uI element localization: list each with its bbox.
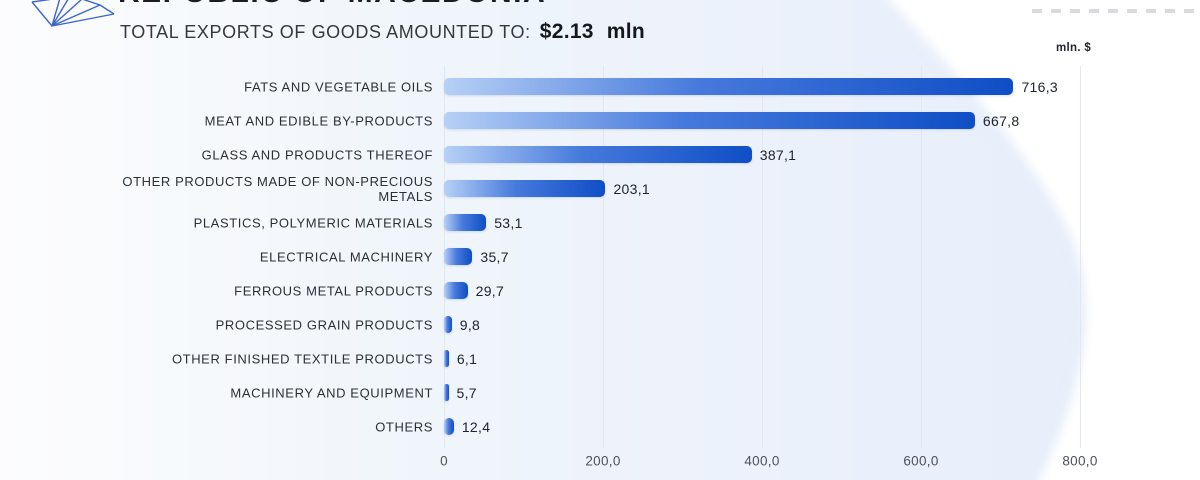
total-exports-value: $2.13 (539, 20, 594, 43)
category-label: OTHERS (375, 419, 433, 434)
page-title: REPUBLIC OF MACEDONIA (118, 0, 546, 10)
category-label: OTHER FINISHED TEXTILE PRODUCTS (171, 351, 433, 366)
total-exports-unit: mln (606, 20, 646, 43)
bar (444, 384, 449, 401)
bar (444, 78, 1014, 95)
bar (444, 180, 606, 197)
category-label: GLASS AND PRODUCTS THEREOF (201, 147, 433, 162)
gridline (762, 66, 763, 448)
value-label: 667,8 (982, 112, 1020, 129)
category-label: ELECTRICAL MACHINERY (259, 249, 433, 264)
bar (444, 112, 975, 129)
value-label: 387,1 (759, 146, 797, 163)
bar (444, 350, 449, 367)
subtitle: TOTAL EXPORTS OF GOODS AMOUNTED TO: $2.1… (120, 20, 645, 44)
category-label: PLASTICS, POLYMERIC MATERIALS (193, 215, 433, 230)
gridline (1080, 66, 1081, 448)
value-label: 716,3 (1021, 78, 1058, 95)
category-label: MACHINERY AND EQUIPMENT (230, 385, 433, 400)
value-label: 6,1 (456, 350, 478, 367)
bar (444, 248, 473, 265)
bar (444, 214, 487, 231)
value-label: 203,1 (613, 180, 650, 197)
axis-unit-label: mln. $ (1056, 42, 1092, 54)
category-label: FERROUS METAL PRODUCTS (234, 283, 433, 298)
value-label: 5,7 (456, 384, 477, 401)
subtitle-label: TOTAL EXPORTS OF GOODS AMOUNTED TO: (120, 22, 531, 42)
gridline (603, 66, 604, 448)
x-tick-label: 400,0 (744, 453, 780, 469)
value-label: 9,8 (459, 316, 481, 333)
crystal-logo-icon (31, 0, 115, 27)
bar (444, 282, 468, 299)
bar (444, 418, 454, 435)
dashed-line-decoration (1032, 9, 1200, 13)
value-label: 12,4 (461, 418, 491, 435)
category-label: FATS AND VEGETABLE OILS (244, 79, 433, 94)
category-label: OTHER PRODUCTS MADE OF NON-PRECIOUS META… (122, 173, 433, 204)
category-label: PROCESSED GRAIN PRODUCTS (215, 317, 433, 332)
value-label: 35,7 (480, 248, 509, 265)
value-label: 53,1 (494, 214, 523, 231)
value-label: 29,7 (475, 282, 505, 299)
x-tick-label: 800,0 (1062, 453, 1098, 469)
category-label: MEAT AND EDIBLE BY-PRODUCTS (204, 113, 433, 128)
bar (444, 316, 452, 333)
x-tick-label: 200,0 (585, 453, 621, 469)
x-tick-label: 600,0 (903, 453, 939, 469)
bar (444, 146, 752, 163)
gridline (921, 66, 922, 448)
x-tick-label: 0 (440, 453, 448, 469)
